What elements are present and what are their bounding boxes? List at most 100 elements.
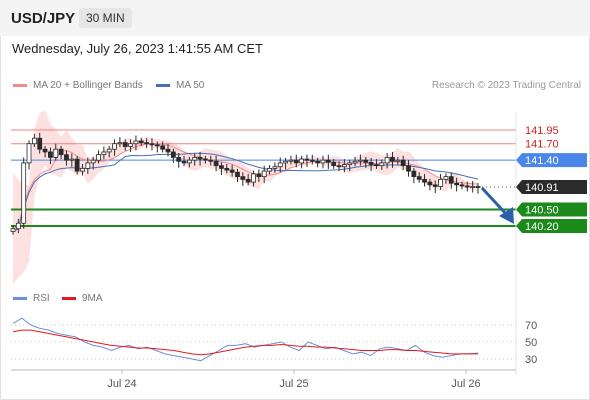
candle-body bbox=[475, 186, 481, 188]
candle-body bbox=[384, 157, 390, 164]
candle-body bbox=[213, 160, 219, 167]
candle-body bbox=[347, 162, 353, 165]
candle-body bbox=[58, 148, 64, 156]
x-tick-label-2: Jul 26 bbox=[451, 378, 480, 390]
candle bbox=[96, 150, 101, 164]
rsi-tick-70: 70 bbox=[525, 320, 537, 332]
candle-body bbox=[368, 161, 374, 165]
candle bbox=[101, 146, 107, 160]
candle-body bbox=[427, 181, 433, 186]
legend-9ma: 9MA bbox=[62, 293, 103, 304]
candle bbox=[192, 153, 198, 166]
candle-body bbox=[293, 159, 299, 164]
candle bbox=[80, 164, 85, 176]
candle-body bbox=[470, 186, 476, 188]
candle bbox=[325, 154, 331, 169]
level-label-140-50: 140.50 bbox=[525, 205, 559, 217]
candle-body bbox=[454, 182, 460, 186]
candle bbox=[400, 155, 406, 171]
candle bbox=[170, 148, 176, 163]
legend-ma50: MA 50 bbox=[156, 80, 204, 91]
candle-body bbox=[443, 176, 449, 180]
candle bbox=[309, 154, 315, 165]
candle-body bbox=[149, 143, 155, 146]
candle-body bbox=[336, 165, 342, 168]
candle-body bbox=[390, 157, 395, 162]
candle bbox=[336, 161, 342, 172]
candle bbox=[117, 137, 123, 148]
header-bar: USD/JPY 30 MIN bbox=[0, 0, 590, 36]
candle-body bbox=[299, 158, 305, 164]
candle bbox=[299, 155, 305, 169]
candle bbox=[304, 154, 310, 167]
candle-body bbox=[197, 157, 203, 160]
candle bbox=[368, 157, 374, 172]
candle bbox=[464, 181, 470, 192]
candle-body bbox=[122, 142, 128, 147]
level-badge-bg bbox=[516, 180, 587, 195]
candle-body bbox=[422, 178, 427, 183]
candle-body bbox=[15, 222, 21, 230]
candle-body bbox=[240, 176, 246, 180]
candle bbox=[26, 140, 32, 170]
candle bbox=[181, 155, 187, 167]
candle-body bbox=[69, 158, 75, 161]
legend-ma50-label: MA 50 bbox=[176, 80, 205, 91]
candle bbox=[379, 159, 385, 171]
candle bbox=[315, 157, 321, 168]
candle bbox=[459, 181, 465, 190]
level-label-141-95: 141.95 bbox=[525, 125, 559, 137]
candle-body bbox=[358, 159, 363, 162]
candle bbox=[213, 155, 219, 172]
candle-body bbox=[341, 164, 347, 168]
candle-body bbox=[363, 159, 369, 163]
candle-body bbox=[411, 170, 417, 178]
candle bbox=[106, 145, 112, 158]
candle bbox=[267, 165, 272, 175]
candle bbox=[165, 143, 171, 157]
candle bbox=[58, 145, 64, 160]
candle-body bbox=[395, 159, 401, 162]
candle-body bbox=[85, 162, 91, 169]
candle-body bbox=[267, 167, 272, 172]
candle-body bbox=[261, 170, 267, 178]
candle bbox=[160, 141, 166, 153]
candle-body bbox=[160, 145, 166, 150]
candle-body bbox=[42, 148, 48, 153]
rsi-tick-50: 50 bbox=[525, 337, 537, 349]
rsi-line bbox=[12, 317, 479, 362]
candle bbox=[37, 132, 43, 154]
candle-body bbox=[459, 184, 465, 187]
candle-body bbox=[101, 151, 107, 156]
candle bbox=[224, 164, 230, 174]
candle bbox=[144, 138, 150, 149]
candle-body bbox=[235, 171, 240, 178]
candle bbox=[138, 137, 144, 146]
candle bbox=[470, 181, 476, 193]
legend-rsi: RSI bbox=[13, 293, 50, 304]
candle bbox=[283, 157, 288, 170]
candle bbox=[21, 157, 27, 229]
candle-body bbox=[37, 137, 43, 150]
candle-body bbox=[74, 158, 80, 172]
date-text: Wednesday, July 26, 2023 1:41:55 AM CET bbox=[12, 41, 263, 56]
timeframe-badge[interactable]: 30 MIN bbox=[79, 8, 132, 28]
candle bbox=[85, 157, 91, 174]
x-tick-label-1: Jul 25 bbox=[279, 378, 308, 390]
bollinger-band bbox=[13, 110, 478, 285]
candle-body bbox=[181, 160, 187, 164]
candle bbox=[219, 162, 224, 175]
candle-body bbox=[31, 137, 37, 145]
candle-body bbox=[256, 173, 262, 178]
candle-body bbox=[64, 154, 69, 161]
candle bbox=[406, 160, 411, 177]
candle bbox=[186, 156, 192, 168]
candle bbox=[53, 143, 59, 161]
x-tick-label-0: Jul 24 bbox=[107, 378, 136, 390]
legend-ma50-swatch bbox=[156, 84, 170, 87]
candle bbox=[208, 155, 214, 166]
rsi-ma-line bbox=[12, 329, 478, 356]
candle-body bbox=[379, 162, 385, 167]
candle-body bbox=[448, 176, 454, 184]
